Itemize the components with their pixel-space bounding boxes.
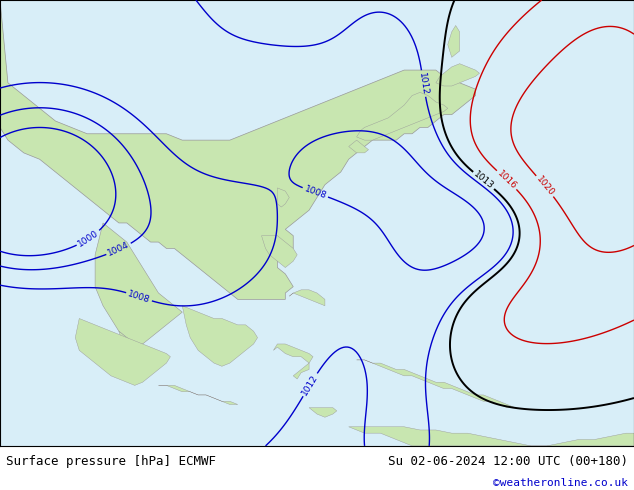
Polygon shape (262, 236, 297, 268)
Polygon shape (158, 385, 238, 405)
Polygon shape (349, 140, 368, 153)
Polygon shape (356, 360, 515, 408)
Text: 1016: 1016 (495, 169, 518, 191)
Text: ©weatheronline.co.uk: ©weatheronline.co.uk (493, 478, 628, 489)
Polygon shape (356, 93, 448, 140)
Text: 1020: 1020 (534, 174, 556, 198)
Polygon shape (278, 188, 289, 207)
Polygon shape (289, 290, 325, 306)
Polygon shape (75, 318, 171, 385)
Text: 1004: 1004 (107, 241, 131, 258)
Text: 1013: 1013 (472, 170, 495, 191)
Text: 1012: 1012 (301, 373, 320, 397)
Text: 1008: 1008 (303, 184, 328, 200)
Text: Surface pressure [hPa] ECMWF: Surface pressure [hPa] ECMWF (6, 455, 216, 468)
Polygon shape (119, 331, 151, 367)
Text: 1000: 1000 (77, 228, 101, 248)
Polygon shape (273, 344, 313, 379)
Polygon shape (95, 223, 183, 344)
Polygon shape (309, 408, 337, 417)
Polygon shape (349, 427, 634, 446)
Polygon shape (183, 306, 257, 367)
Text: 1008: 1008 (127, 289, 152, 305)
Polygon shape (0, 0, 476, 299)
Polygon shape (436, 64, 479, 86)
Text: 1012: 1012 (417, 72, 430, 96)
Text: Su 02-06-2024 12:00 UTC (00+180): Su 02-06-2024 12:00 UTC (00+180) (387, 455, 628, 468)
Polygon shape (448, 25, 460, 57)
